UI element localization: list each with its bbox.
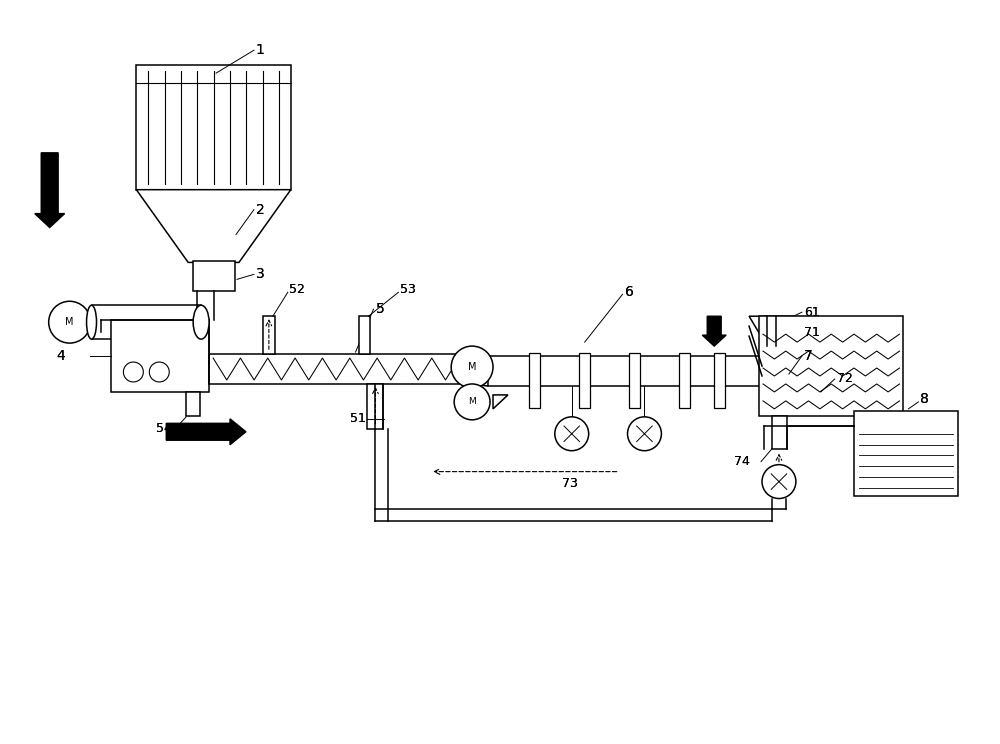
Text: 2: 2 [256, 202, 265, 217]
Text: 71: 71 [804, 326, 820, 339]
Text: 52: 52 [289, 283, 305, 296]
Text: 7: 7 [804, 349, 813, 363]
Bar [629, 353, 640, 408]
Bar [772, 416, 787, 449]
Bar [359, 316, 370, 354]
Circle shape [628, 417, 661, 451]
Circle shape [555, 417, 589, 451]
Bar [193, 261, 235, 292]
Text: 52: 52 [289, 283, 305, 296]
Text: 8: 8 [920, 392, 929, 406]
Text: 3: 3 [256, 267, 265, 281]
Text: 4: 4 [57, 349, 65, 363]
FancyArrow shape [35, 153, 65, 228]
Text: M: M [468, 397, 476, 406]
Text: 3: 3 [256, 267, 265, 281]
Bar [92, 305, 201, 339]
Text: 8: 8 [920, 392, 929, 406]
Polygon shape [493, 395, 508, 409]
Text: 54: 54 [156, 423, 172, 435]
Text: 73: 73 [562, 477, 578, 490]
Text: 61: 61 [804, 306, 820, 318]
Text: 1: 1 [256, 43, 265, 57]
Bar [759, 316, 903, 416]
Bar [111, 320, 209, 392]
Text: 53: 53 [400, 283, 416, 296]
Text: 72: 72 [837, 373, 853, 385]
Text: 5: 5 [375, 302, 384, 316]
Bar [367, 384, 383, 429]
Text: M: M [65, 317, 74, 327]
Circle shape [49, 301, 91, 343]
FancyArrow shape [166, 419, 246, 445]
Text: 1: 1 [256, 43, 265, 57]
Circle shape [149, 362, 169, 382]
FancyArrow shape [702, 316, 726, 346]
Bar [579, 353, 590, 408]
Text: 4: 4 [57, 349, 65, 363]
Bar [209, 354, 463, 384]
Circle shape [123, 362, 143, 382]
Bar [854, 411, 958, 496]
Ellipse shape [193, 305, 209, 339]
Text: 61: 61 [804, 306, 820, 318]
Text: 53: 53 [400, 283, 416, 296]
Bar [679, 353, 690, 408]
Circle shape [454, 384, 490, 420]
Polygon shape [749, 316, 794, 346]
Circle shape [762, 465, 796, 498]
Text: 51: 51 [350, 412, 365, 426]
Text: M: M [468, 362, 476, 372]
Bar [186, 392, 200, 416]
Text: 71: 71 [804, 326, 820, 339]
Text: 5: 5 [375, 302, 384, 316]
Ellipse shape [87, 305, 97, 339]
Text: 6: 6 [625, 285, 633, 299]
Bar [714, 353, 725, 408]
Text: 7: 7 [804, 349, 813, 363]
Text: 74: 74 [734, 455, 750, 468]
Polygon shape [136, 190, 291, 263]
Text: 2: 2 [256, 202, 265, 217]
Bar [263, 316, 275, 354]
Bar [136, 65, 291, 190]
Bar [488, 356, 762, 386]
Text: 54: 54 [156, 423, 172, 435]
Text: 74: 74 [734, 455, 750, 468]
Text: 73: 73 [562, 477, 578, 490]
Text: 51: 51 [350, 412, 365, 426]
Text: 72: 72 [837, 373, 853, 385]
Text: 6: 6 [625, 285, 633, 299]
Circle shape [451, 346, 493, 388]
Bar [529, 353, 540, 408]
